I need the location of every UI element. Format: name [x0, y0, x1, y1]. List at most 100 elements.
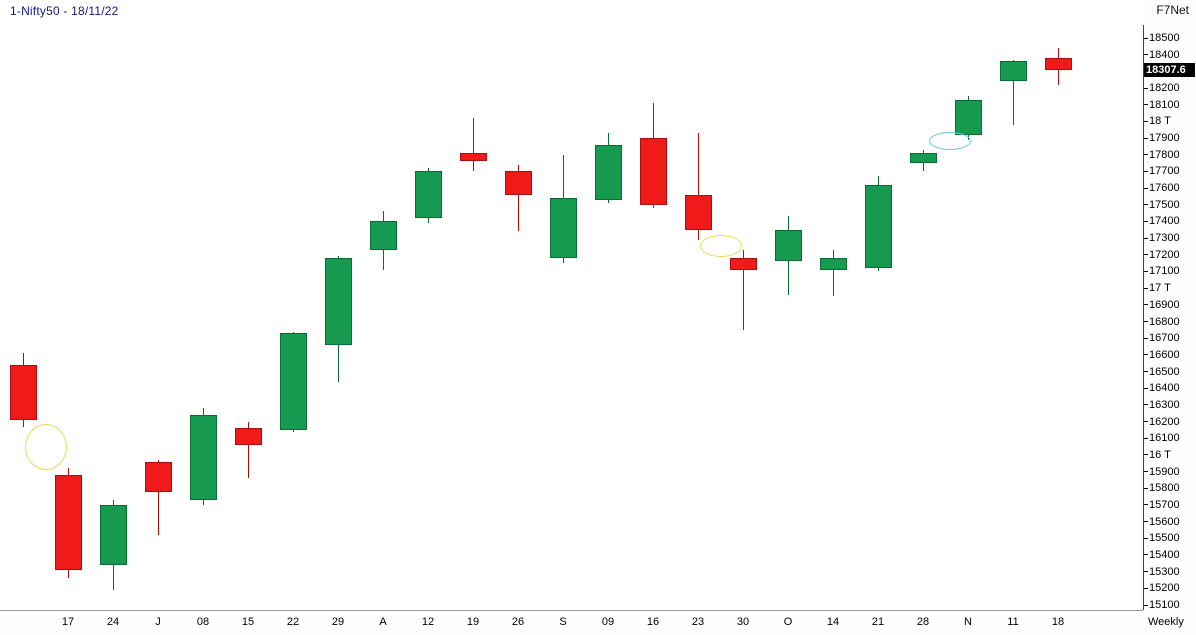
price-axis-label: 15100: [1144, 599, 1180, 611]
x-axis-label: 12: [421, 616, 435, 628]
candle: [639, 138, 667, 205]
x-axis-label: 09: [601, 616, 615, 628]
x-axis-label: 19: [466, 616, 480, 628]
x-axis-label: 24: [106, 616, 120, 628]
time-axis: 17 24 J 08 15 22 29 A 12 19 26 S 09 16 23 30 O 14 21 28 N 11 1…: [0, 610, 1143, 635]
price-axis-label: 15200: [1144, 582, 1180, 594]
price-axis-label: 16200: [1144, 416, 1180, 428]
price-axis-label: 15300: [1144, 566, 1180, 578]
price-axis-label: 18100: [1144, 99, 1180, 111]
price-axis-label: 16900: [1144, 299, 1180, 311]
candle: [324, 258, 352, 345]
candle-wick: [742, 249, 744, 330]
candle-wick: [157, 459, 159, 535]
x-axis-label: 30: [736, 616, 750, 628]
candle-wick: [832, 249, 834, 297]
chart-title: 1-Nifty50 - 18/11/22: [10, 4, 119, 18]
candle: [369, 221, 397, 250]
candle: [54, 474, 82, 570]
candle-wick: [517, 164, 519, 232]
price-axis-label: 16800: [1144, 316, 1180, 328]
candle: [189, 414, 217, 500]
price-axis-label: 16400: [1144, 382, 1180, 394]
candle-wick: [247, 421, 249, 479]
price-axis-label: 16500: [1144, 366, 1180, 378]
price-axis-label: 18400: [1144, 49, 1180, 61]
x-axis-label: 26: [511, 616, 525, 628]
price-axis-label: 17800: [1144, 149, 1180, 161]
last-price-box: 18307.6: [1144, 63, 1195, 78]
x-axis-label: 16: [646, 616, 660, 628]
price-axis-label: 16700: [1144, 332, 1180, 344]
candle: [594, 144, 622, 200]
candle: [864, 184, 892, 269]
price-axis-label: 17600: [1144, 182, 1180, 194]
x-axis-label: 08: [196, 616, 210, 628]
price-axis-line: [1143, 25, 1144, 610]
price-axis-label: 17400: [1144, 215, 1180, 227]
x-axis-label: 23: [691, 616, 705, 628]
candle-wick: [697, 133, 699, 240]
price-axis-label: 15800: [1144, 482, 1180, 494]
price-axis-label: 18 T: [1144, 115, 1171, 127]
price-axis-label: 16300: [1144, 399, 1180, 411]
price-axis-label: 17200: [1144, 249, 1180, 261]
candle: [774, 229, 802, 262]
candle: [234, 428, 262, 445]
candle-wick: [472, 118, 474, 172]
x-axis-label: O: [783, 616, 793, 628]
candle: [684, 194, 712, 230]
candle: [819, 258, 847, 270]
x-axis-label: 17: [61, 616, 75, 628]
x-axis-label: 15: [241, 616, 255, 628]
price-axis: 185001840018300182001810018 T17900178001…: [1143, 0, 1196, 611]
price-axis-label: 18200: [1144, 82, 1180, 94]
candlestick-chart[interactable]: 1-Nifty50 - 18/11/22: [0, 0, 1143, 610]
price-axis-label: 18500: [1144, 32, 1180, 44]
candle: [414, 171, 442, 219]
price-axis-label: 17300: [1144, 232, 1180, 244]
price-axis-label: 16 T: [1144, 449, 1171, 461]
annotation-ellipse: [699, 235, 742, 258]
price-axis-label: 17500: [1144, 199, 1180, 211]
candle: [504, 171, 532, 195]
price-axis-label: 17700: [1144, 165, 1180, 177]
x-axis-label: 29: [331, 616, 345, 628]
candle: [144, 461, 172, 492]
x-axis-label: A: [379, 616, 387, 628]
price-axis-label: 15900: [1144, 466, 1180, 478]
price-axis-label: 16100: [1144, 432, 1180, 444]
candle-wick: [1012, 59, 1014, 125]
x-axis-label: 28: [916, 616, 930, 628]
x-axis-label: 21: [871, 616, 885, 628]
price-axis-label: 15700: [1144, 499, 1180, 511]
candle: [999, 61, 1027, 82]
x-axis-label: N: [964, 616, 972, 628]
x-axis-label: 11: [1007, 616, 1019, 628]
candle: [9, 364, 37, 420]
candle: [954, 99, 982, 135]
candle: [99, 504, 127, 565]
annotation-ellipse: [24, 423, 67, 470]
x-axis-label: J: [155, 616, 161, 628]
candle: [279, 333, 307, 430]
x-axis-label: 14: [826, 616, 840, 628]
candle: [459, 153, 487, 162]
price-axis-label: 15600: [1144, 516, 1180, 528]
price-axis-label: 15500: [1144, 532, 1180, 544]
x-axis-label: 18: [1051, 616, 1065, 628]
annotation-ellipse: [929, 132, 971, 151]
price-axis-label: 17900: [1144, 132, 1180, 144]
candle: [549, 198, 577, 259]
candle: [909, 153, 937, 164]
timeframe-label: Weekly: [1148, 616, 1184, 628]
price-axis-label: 16600: [1144, 349, 1180, 361]
x-axis-label: 22: [286, 616, 300, 628]
x-axis-label: S: [559, 616, 567, 628]
price-axis-label: 17 T: [1144, 282, 1171, 294]
app-brand-label: F7Net: [1156, 3, 1189, 17]
candle: [1044, 58, 1072, 70]
price-axis-label: 15400: [1144, 549, 1180, 561]
price-axis-label: 17100: [1144, 265, 1180, 277]
